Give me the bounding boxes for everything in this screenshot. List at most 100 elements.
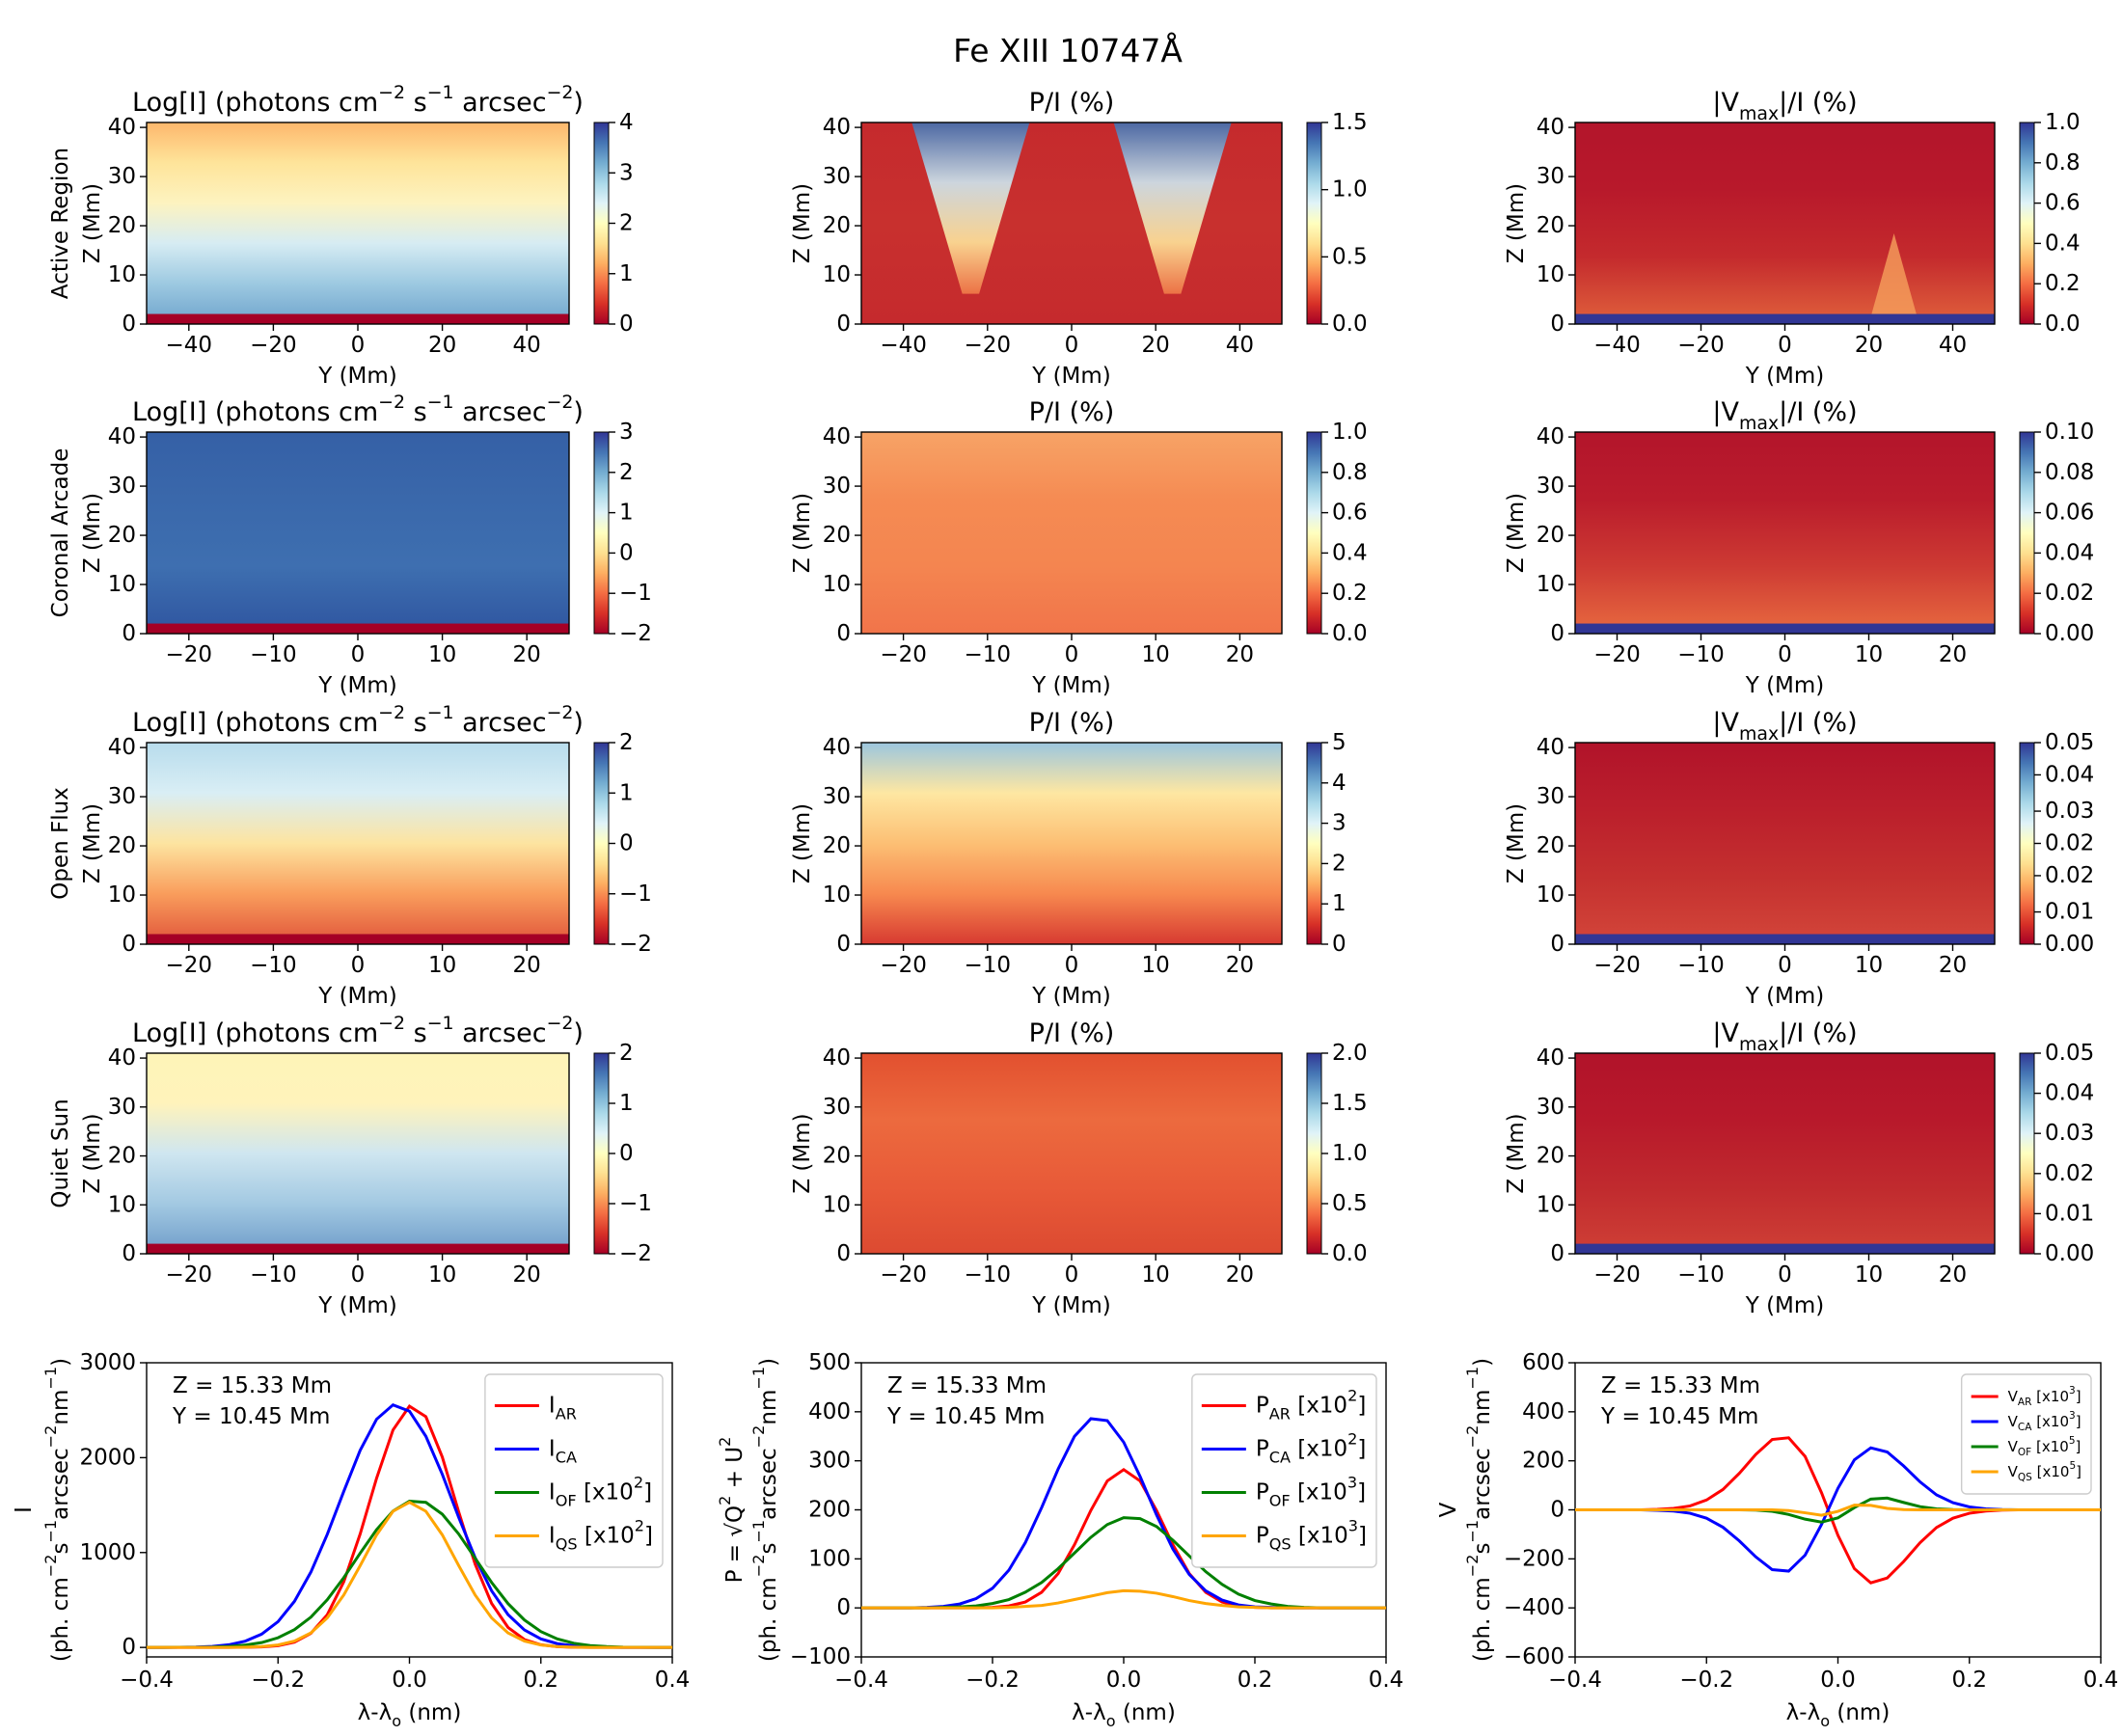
colorbar-tick-label: 1.5 xyxy=(1332,110,1368,135)
colorbar-tick-label: 4 xyxy=(619,110,634,135)
y-tick-label: 40 xyxy=(1537,115,1564,140)
x-tick-label: −10 xyxy=(250,642,297,667)
colorbar-tick-label: 1.0 xyxy=(2045,110,2081,135)
y-tick-label: 0 xyxy=(836,932,851,957)
x-tick-label: 0.2 xyxy=(1238,1668,1273,1693)
x-axis-label: λ-λo (nm) xyxy=(1072,1700,1176,1731)
colorbar-tick-label: 0.2 xyxy=(1332,581,1368,606)
colorbar-tick-label: 0 xyxy=(619,540,634,565)
x-tick-label: −0.2 xyxy=(251,1668,305,1693)
y-axis-label: Z (Mm) xyxy=(1504,493,1529,573)
row-label: Active Region xyxy=(48,148,73,299)
colorbar-tick-label: 2.0 xyxy=(1332,1041,1368,1066)
row-label: Coronal Arcade xyxy=(48,448,73,618)
x-tick-label: −10 xyxy=(250,953,297,978)
y-axis-label: Z (Mm) xyxy=(80,803,105,883)
y-tick-label: 40 xyxy=(108,1045,136,1071)
colorbar-tick-label: 0.00 xyxy=(2045,621,2094,646)
y-tick-label: 0 xyxy=(1550,1241,1564,1266)
colorbar-tick-label: −1 xyxy=(619,581,652,606)
x-axis-label: Y (Mm) xyxy=(1031,364,1111,389)
y-tick-label: 30 xyxy=(823,1094,851,1119)
legend: IAR ICA IOF [x102] IQS [x102] xyxy=(484,1373,664,1568)
y-tick-label: 40 xyxy=(108,424,136,449)
colorbar-tick-label: 1 xyxy=(619,1091,634,1116)
y-tick-label: 10 xyxy=(108,882,136,908)
y-axis-label: V xyxy=(1436,1502,1461,1517)
colorbar-tick-label: 0.8 xyxy=(2045,149,2081,175)
x-tick-label: −20 xyxy=(1593,1262,1641,1288)
plot-frame xyxy=(860,742,1283,945)
annotation: Y = 10.45 Mm xyxy=(172,1404,330,1429)
x-tick-label: 20 xyxy=(1226,1262,1254,1288)
y-tick-label: 30 xyxy=(108,164,136,189)
heatmap-image xyxy=(1575,1053,1995,1254)
plot-frame xyxy=(860,1052,1283,1255)
x-tick-label: −20 xyxy=(166,953,213,978)
x-tick-label: −20 xyxy=(965,333,1012,358)
x-tick-label: 0.4 xyxy=(655,1668,691,1693)
x-tick-label: −0.4 xyxy=(834,1668,888,1693)
x-tick-label: 0 xyxy=(351,642,366,667)
x-tick-label: 10 xyxy=(1855,953,1883,978)
colorbar-tick-label: −1 xyxy=(619,1191,652,1216)
colorbar-tick-label: 0.8 xyxy=(1332,459,1368,484)
colorbar-tick-label: 1 xyxy=(619,260,634,285)
y-tick-label: 10 xyxy=(108,1192,136,1217)
x-tick-label: −20 xyxy=(166,642,213,667)
x-axis-label: Y (Mm) xyxy=(317,673,397,698)
y-tick-label: 0 xyxy=(836,312,851,337)
y-tick-label: 30 xyxy=(108,1094,136,1119)
heatmap-image xyxy=(147,122,569,324)
x-tick-label: 20 xyxy=(1855,333,1883,358)
x-tick-label: −10 xyxy=(965,953,1012,978)
y-tick-label: 300 xyxy=(808,1448,851,1473)
y-tick-label: 30 xyxy=(108,474,136,499)
y-tick-label: 10 xyxy=(1537,1192,1564,1217)
y-axis-label: Z (Mm) xyxy=(790,803,815,883)
x-axis-label: Y (Mm) xyxy=(1745,673,1825,698)
colorbar-tick-label: 0.00 xyxy=(2045,1241,2094,1266)
x-axis-label: Y (Mm) xyxy=(1031,673,1111,698)
colorbar-tick-label: 0.4 xyxy=(1332,540,1368,565)
colorbar-tick-label: 0.02 xyxy=(2045,581,2094,606)
colorbar-tick-label: 3 xyxy=(619,420,634,445)
colorbar-tick-label: 0.6 xyxy=(2045,190,2081,215)
legend-frame xyxy=(1191,1373,1377,1568)
y-axis-label: Z (Mm) xyxy=(1504,1113,1529,1193)
y-axis-label: Z (Mm) xyxy=(80,1113,105,1193)
plot-frame xyxy=(1574,742,1996,945)
y-tick-label: 0 xyxy=(836,621,851,646)
x-tick-label: 0.0 xyxy=(1820,1668,1856,1693)
x-tick-label: −20 xyxy=(1593,953,1641,978)
y-tick-label: 30 xyxy=(108,784,136,809)
x-tick-label: −10 xyxy=(1677,1262,1725,1288)
x-tick-label: −20 xyxy=(1677,333,1725,358)
colorbar-tick-label: 2 xyxy=(619,210,634,235)
y-tick-label: 20 xyxy=(1537,1143,1564,1168)
colorbar-tick-label: −2 xyxy=(619,932,652,957)
colorbar-tick-label: 4 xyxy=(1332,770,1347,795)
colorbar-tick-label: 3 xyxy=(619,160,634,185)
colorbar-tick-label: 0 xyxy=(1332,932,1347,957)
panel-title: |Vmax|/I (%) xyxy=(1712,88,1857,124)
x-axis-label: Y (Mm) xyxy=(1031,1293,1111,1318)
colorbar-tick-label: 1 xyxy=(619,500,634,525)
x-tick-label: 0 xyxy=(1065,1262,1079,1288)
colorbar-tick-label: 1.5 xyxy=(1332,1091,1368,1116)
colorbar-tick-label: 0.02 xyxy=(2045,862,2094,887)
panel-title: Log[I] (photons cm−2 s−1 arcsec−2) xyxy=(132,702,584,738)
y-tick-label: 10 xyxy=(108,262,136,287)
heatmap-image xyxy=(1575,122,1995,324)
colorbar-tick-label: 0.05 xyxy=(2045,730,2094,755)
colorbar-tick-label: 1.0 xyxy=(1332,1141,1368,1166)
colorbar-tick-label: 1 xyxy=(619,780,634,805)
y-tick-label: −100 xyxy=(790,1644,851,1669)
colorbar-tick-label: 0.0 xyxy=(2045,312,2081,337)
x-tick-label: 10 xyxy=(1142,953,1170,978)
legend-frame xyxy=(1960,1373,2092,1495)
colorbar-tick-label: 0.5 xyxy=(1332,244,1368,269)
y-tick-label: 30 xyxy=(1537,1094,1564,1119)
x-tick-label: −0.2 xyxy=(1679,1668,1733,1693)
y-axis-label: I xyxy=(12,1506,37,1513)
